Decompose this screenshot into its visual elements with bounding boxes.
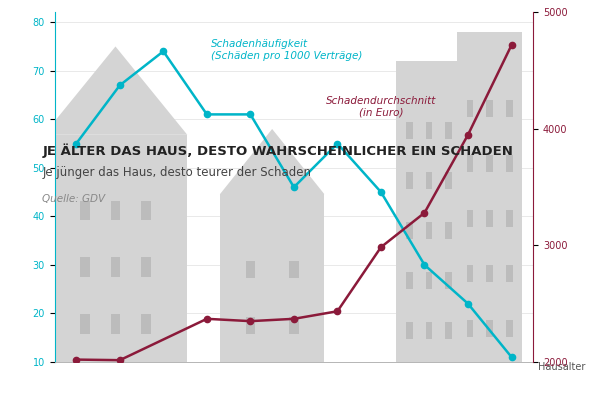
Bar — [289, 317, 299, 334]
Bar — [406, 122, 413, 139]
Bar — [141, 258, 151, 277]
Bar — [467, 100, 473, 117]
Bar — [467, 320, 473, 337]
Bar — [425, 322, 432, 339]
Polygon shape — [220, 129, 324, 194]
Bar — [487, 320, 493, 337]
Text: Schadenhäufigkeit
(Schäden pro 1000 Verträge): Schadenhäufigkeit (Schäden pro 1000 Vert… — [211, 40, 362, 61]
Bar — [487, 100, 493, 117]
Bar — [220, 194, 324, 362]
Bar — [396, 61, 462, 362]
Bar — [80, 258, 90, 277]
Bar — [487, 210, 493, 227]
Bar — [44, 135, 187, 362]
Bar — [406, 222, 413, 239]
Bar — [289, 261, 299, 278]
Bar — [445, 222, 451, 239]
Bar — [245, 261, 255, 278]
Bar — [425, 272, 432, 289]
Bar — [425, 172, 432, 189]
Bar — [445, 172, 451, 189]
Bar — [406, 322, 413, 339]
Bar — [141, 314, 151, 334]
Text: Schadendurchschnitt
(in Euro): Schadendurchschnitt (in Euro) — [326, 96, 436, 117]
Bar — [111, 314, 120, 334]
Bar — [111, 201, 120, 220]
Bar — [445, 272, 451, 289]
Bar — [467, 210, 473, 227]
Bar — [487, 265, 493, 282]
Text: Je jünger das Haus, desto teurer der Schaden: Je jünger das Haus, desto teurer der Sch… — [42, 166, 311, 179]
Bar — [506, 155, 513, 172]
Bar — [467, 265, 473, 282]
Bar — [111, 258, 120, 277]
Bar — [506, 210, 513, 227]
Bar — [457, 32, 522, 362]
Bar — [141, 201, 151, 220]
Bar — [506, 100, 513, 117]
Bar — [445, 322, 451, 339]
Bar — [445, 122, 451, 139]
Bar — [406, 172, 413, 189]
Text: Hausalter: Hausalter — [538, 362, 585, 372]
Bar — [487, 155, 493, 172]
Bar — [425, 222, 432, 239]
Text: Quelle: GDV: Quelle: GDV — [42, 194, 105, 204]
Bar — [506, 320, 513, 337]
Bar — [506, 265, 513, 282]
Bar — [406, 272, 413, 289]
Bar — [467, 155, 473, 172]
Bar — [80, 201, 90, 220]
Bar — [425, 122, 432, 139]
Bar — [80, 314, 90, 334]
Bar — [245, 317, 255, 334]
Text: JE ÄLTER DAS HAUS, DESTO WAHRSCHEINLICHER EIN SCHADEN: JE ÄLTER DAS HAUS, DESTO WAHRSCHEINLICHE… — [42, 144, 513, 158]
Polygon shape — [44, 47, 187, 135]
